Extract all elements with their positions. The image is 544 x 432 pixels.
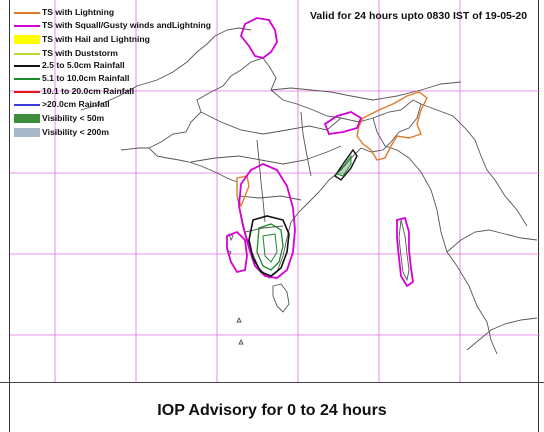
legend-item: >20.0cm Rainfall bbox=[14, 99, 110, 112]
legend-item: TS with Squall/Gusty winds andLightning bbox=[14, 20, 212, 33]
ts-squall-area bbox=[226, 230, 248, 274]
rainfall-2-5-area bbox=[248, 215, 290, 277]
rainfall-5-10-area bbox=[256, 223, 284, 271]
legend-swatch bbox=[14, 65, 40, 67]
ts-squall-area bbox=[239, 17, 278, 59]
map-grid bbox=[10, 0, 540, 382]
legend-label: TS with Hail and Lightning bbox=[42, 34, 150, 44]
legend-label: 2.5 to 5.0cm Rainfall bbox=[42, 60, 125, 70]
legend-swatch bbox=[14, 53, 40, 55]
legend-item: Visibility < 50m bbox=[14, 113, 105, 126]
legend-swatch bbox=[14, 104, 40, 106]
legend-label: Visibility < 50m bbox=[42, 113, 105, 123]
legend-item: TS with Hail and Lightning bbox=[14, 34, 150, 47]
legend-label: TS with Lightning bbox=[42, 7, 115, 17]
legend-item: 10.1 to 20.0cm Rainfall bbox=[14, 86, 135, 99]
footer-box bbox=[9, 383, 539, 432]
validity-text: Valid for 24 hours upto 0830 IST of 19-0… bbox=[310, 10, 528, 22]
ts-lightning-area bbox=[356, 91, 428, 161]
ts-squall-area bbox=[396, 216, 414, 288]
legend-swatch bbox=[14, 91, 40, 93]
ts-squall-area bbox=[323, 111, 363, 135]
legend-label: TS with Squall/Gusty winds andLightning bbox=[42, 20, 212, 30]
divider bbox=[0, 382, 544, 383]
legend-swatch bbox=[14, 128, 40, 137]
legend-label: Visibility < 200m bbox=[42, 127, 109, 137]
legend-item: TS with Lightning bbox=[14, 7, 115, 20]
legend-label: TS with Duststorm bbox=[42, 48, 118, 58]
legend-item: 2.5 to 5.0cm Rainfall bbox=[14, 60, 125, 73]
legend-swatch bbox=[14, 25, 40, 27]
map-panel: TS with Lightning TS with Squall/Gusty wi… bbox=[9, 0, 540, 382]
legend-swatch bbox=[14, 12, 40, 14]
footer-title: IOP Advisory for 0 to 24 hours bbox=[157, 402, 387, 419]
rainfall-5-10-area bbox=[336, 154, 352, 177]
legend-swatch bbox=[14, 114, 40, 123]
map-legend: TS with Lightning TS with Squall/Gusty wi… bbox=[10, 0, 240, 150]
ts-squall-area bbox=[238, 163, 296, 279]
legend-item: 5.1 to 10.0cm Rainfall bbox=[14, 73, 130, 86]
legend-item: TS with Duststorm bbox=[14, 48, 118, 61]
rainfall-2-5-area bbox=[334, 148, 358, 181]
legend-label: 5.1 to 10.0cm Rainfall bbox=[42, 73, 130, 83]
legend-item: Visibility < 200m bbox=[14, 127, 109, 140]
weather-map bbox=[10, 0, 540, 382]
legend-label: 10.1 to 20.0cm Rainfall bbox=[42, 86, 135, 96]
legend-label: >20.0cm Rainfall bbox=[42, 99, 110, 109]
rainfall-5-10-area bbox=[262, 233, 278, 263]
legend-swatch bbox=[14, 78, 40, 80]
legend-swatch bbox=[14, 35, 40, 44]
